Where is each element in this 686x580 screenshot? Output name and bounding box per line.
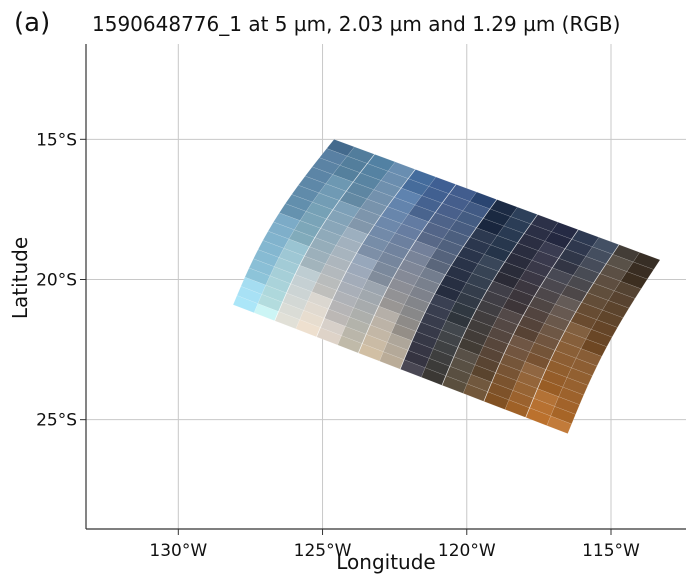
- x-tick-label: 120°W: [438, 541, 496, 561]
- swath-cell: [546, 415, 572, 435]
- y-tick-label: 25°S: [36, 411, 77, 431]
- y-tick-label: 15°S: [36, 130, 77, 150]
- x-tick-label: 115°W: [582, 541, 640, 561]
- x-tick-label: 125°W: [294, 541, 352, 561]
- y-axis-label: Latitude: [8, 236, 32, 320]
- x-axis-label: Longitude: [336, 550, 436, 574]
- panel-label: (a): [14, 8, 51, 38]
- y-tick-label: 20°S: [36, 270, 77, 290]
- chart-title: 1590648776_1 at 5 µm, 2.03 µm and 1.29 µ…: [92, 12, 621, 36]
- x-tick-label: 130°W: [149, 541, 207, 561]
